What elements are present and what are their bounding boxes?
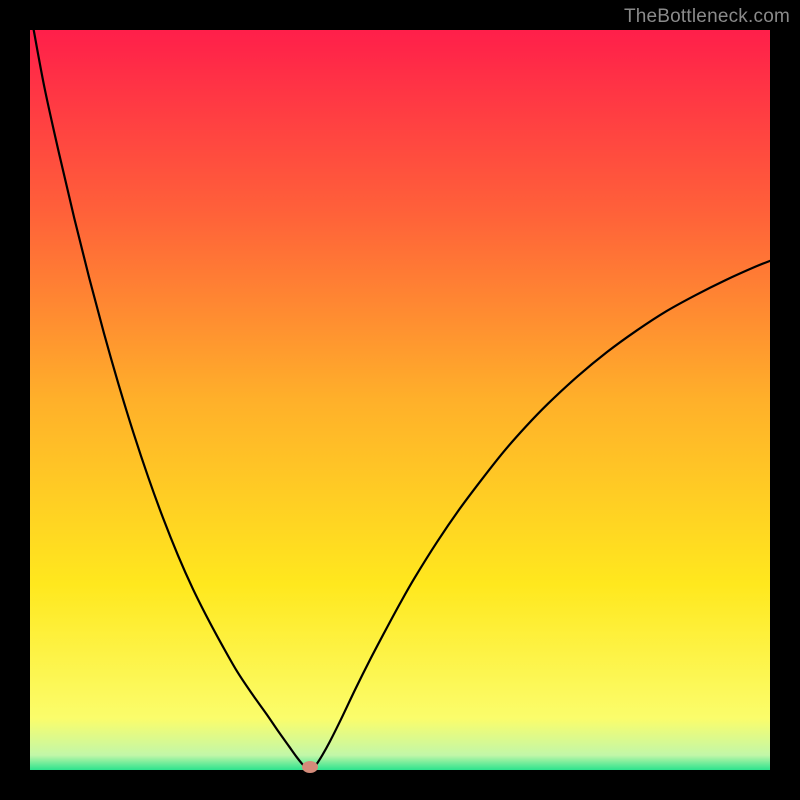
watermark-text: TheBottleneck.com xyxy=(624,6,790,28)
optimal-marker xyxy=(302,761,318,773)
chart-root: TheBottleneck.com xyxy=(0,0,800,800)
curve-path xyxy=(34,30,770,770)
bottleneck-curve xyxy=(0,0,800,800)
